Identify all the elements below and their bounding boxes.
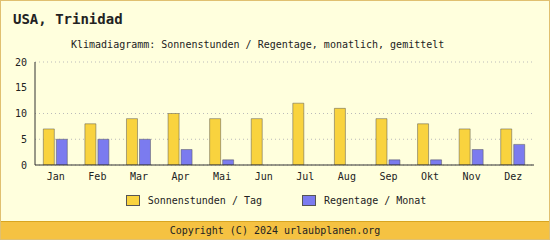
html-text:USA, Trinidad: USA, Trinidad xyxy=(13,11,123,27)
svg-text:Dez: Dez xyxy=(504,171,522,182)
svg-text:Aug: Aug xyxy=(338,171,356,182)
svg-text:15: 15 xyxy=(15,82,27,93)
svg-text:Okt: Okt xyxy=(421,171,439,182)
svg-text:20: 20 xyxy=(15,57,27,68)
svg-text:Feb: Feb xyxy=(88,171,106,182)
svg-text:10: 10 xyxy=(15,108,27,119)
svg-text:0: 0 xyxy=(21,160,27,171)
svg-text:Mar: Mar xyxy=(130,171,148,182)
svg-text:Jun: Jun xyxy=(255,171,273,182)
svg-text:Apr: Apr xyxy=(172,171,190,182)
svg-text:5: 5 xyxy=(21,134,27,145)
svg-text:Sep: Sep xyxy=(379,171,397,182)
svg-text:Mai: Mai xyxy=(213,171,231,182)
svg-text:Jul: Jul xyxy=(296,171,314,182)
html-text:Copyright (C) 2024 urlaubplane: Copyright (C) 2024 urlaubplanen.org xyxy=(169,225,381,236)
svg-text:Nov: Nov xyxy=(463,171,481,182)
html-text:Klimadiagramm: Sonnenstunden /: Klimadiagramm: Sonnenstunden / Regentage… xyxy=(71,39,445,50)
html-text:Sonnenstunden / Tag: Sonnenstunden / Tag xyxy=(147,195,262,206)
svg-text:Jan: Jan xyxy=(47,171,65,182)
html-text:Regentage / Monat: Regentage / Monat xyxy=(324,195,427,206)
